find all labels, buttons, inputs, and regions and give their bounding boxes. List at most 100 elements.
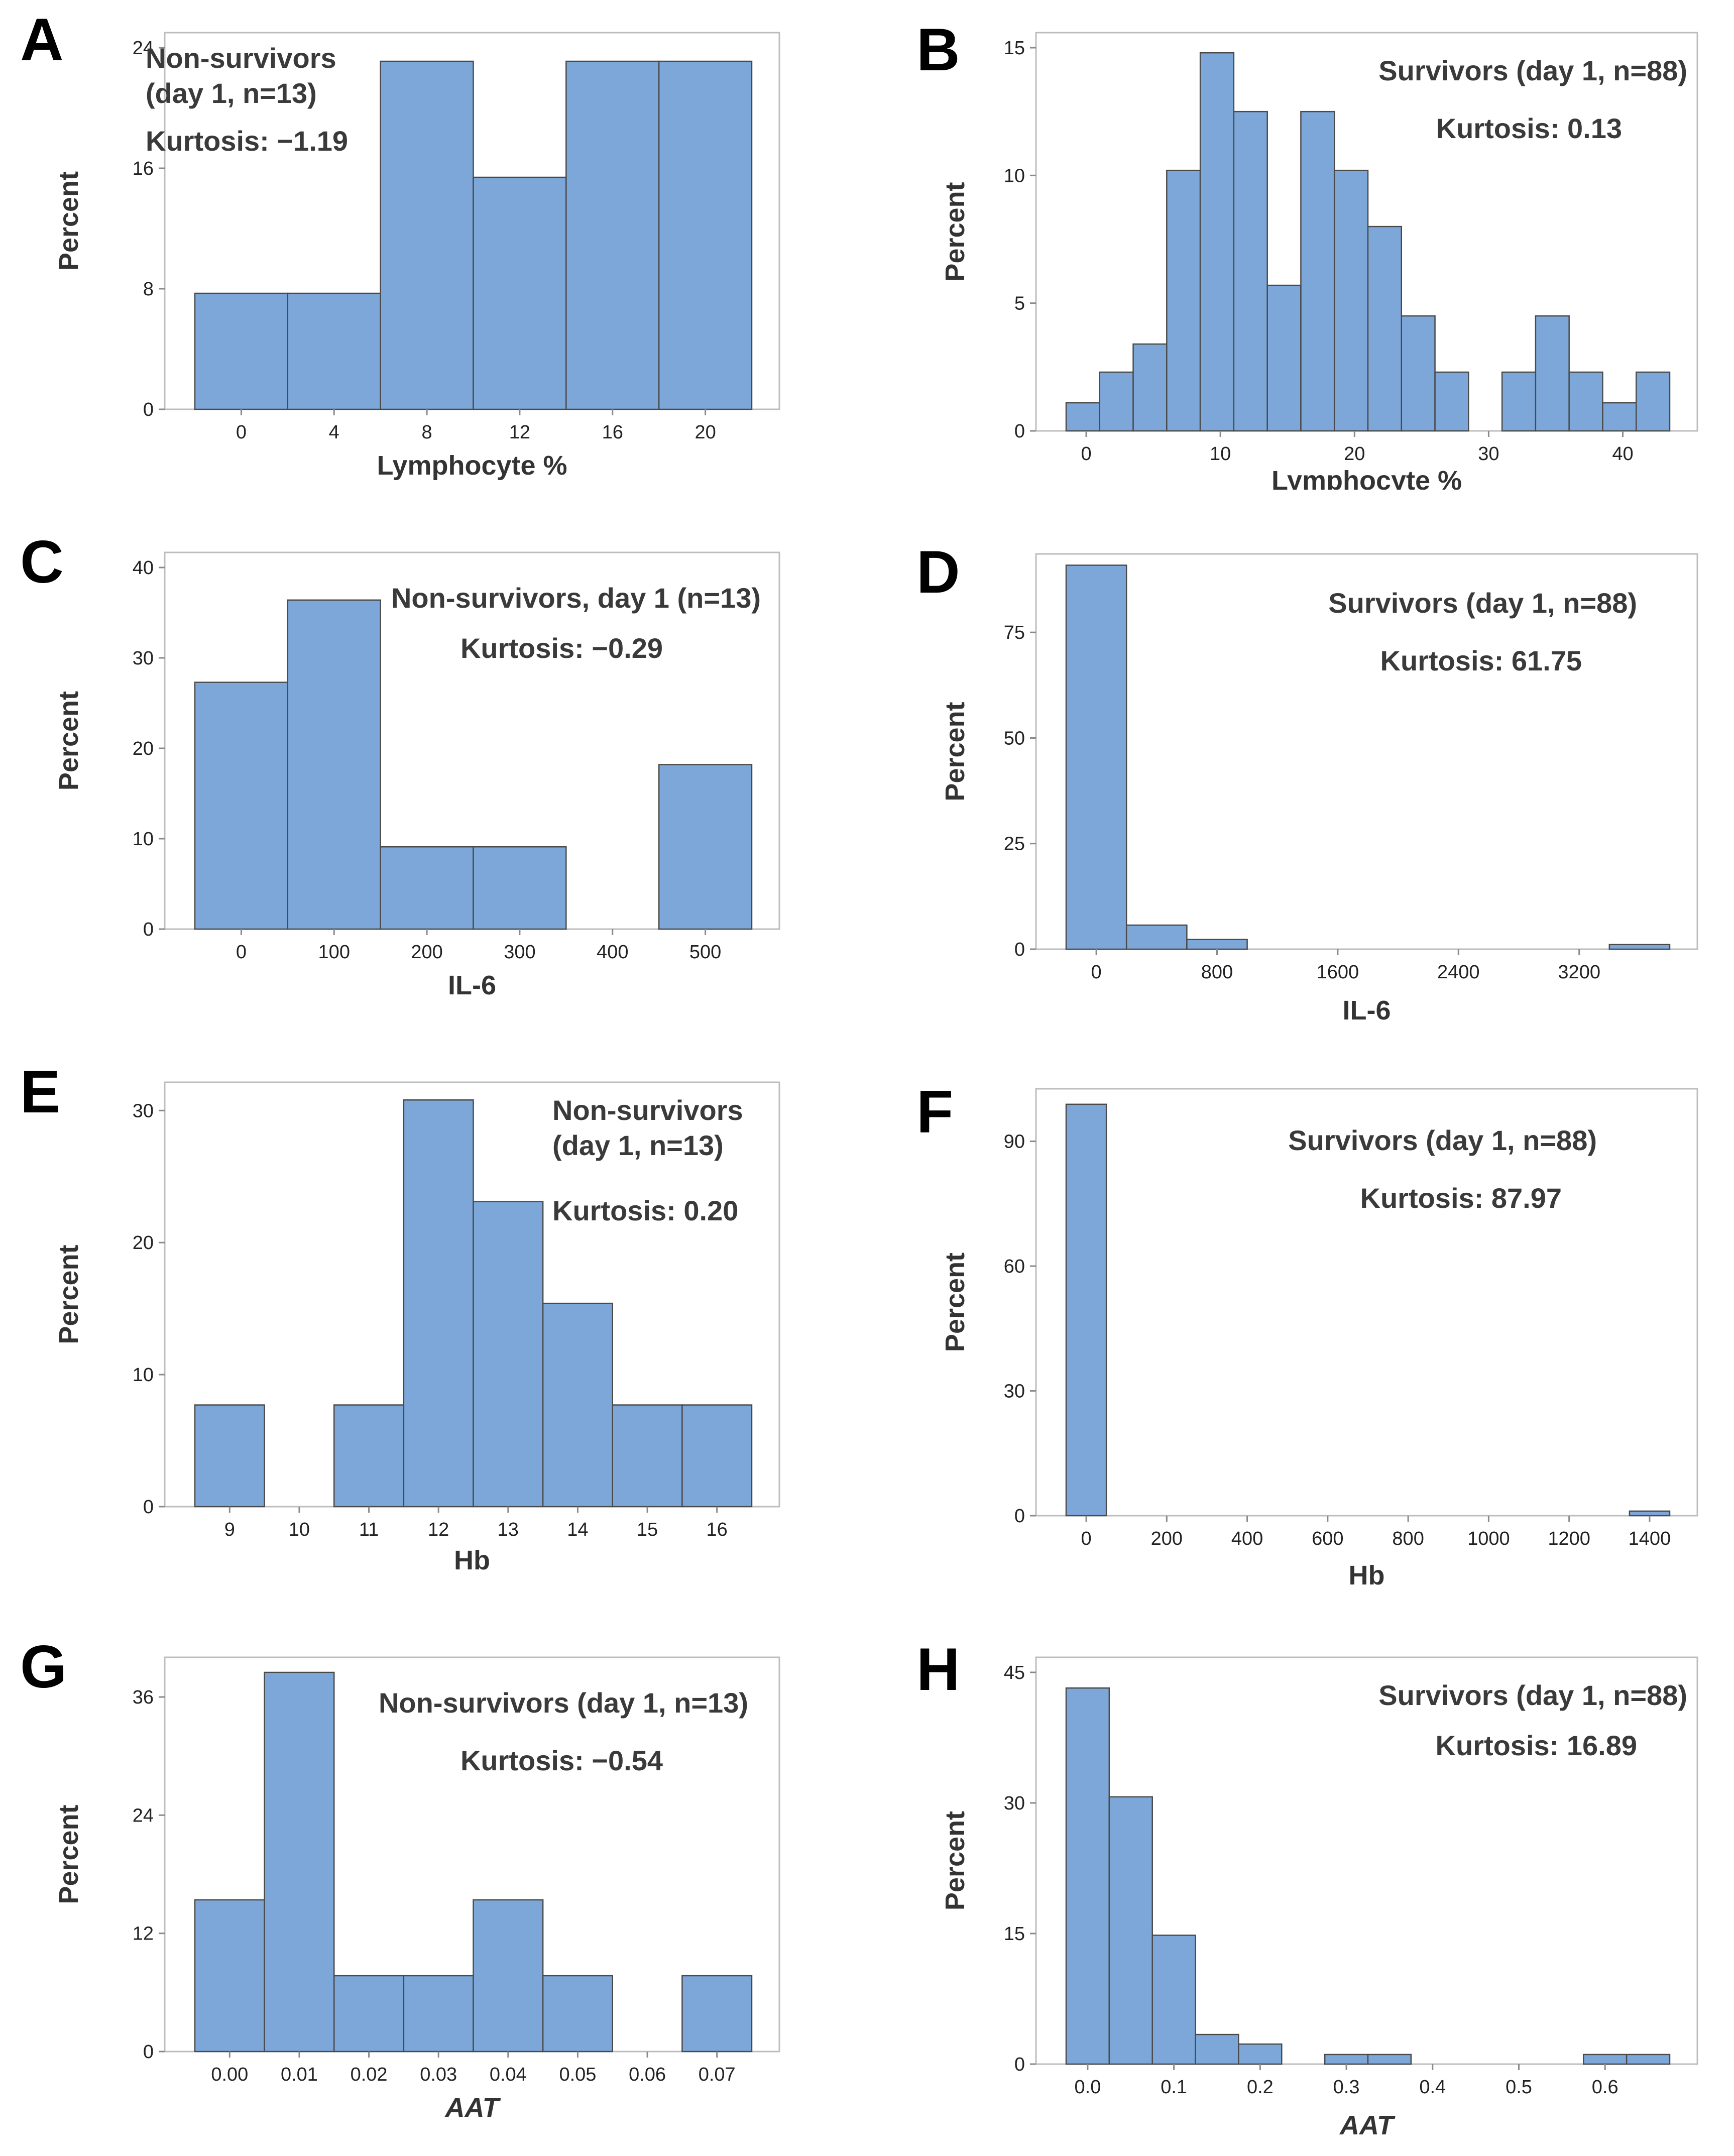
histogram-bar — [380, 846, 474, 930]
group-label: (day 1, n=13) — [552, 1129, 724, 1161]
x-tick-label: 400 — [597, 942, 628, 963]
histogram-bar — [194, 682, 289, 930]
panel-e: 0 10 20 30 9 10 11 12 13 14 15 16 Hb Percent Non-survi… — [20, 1058, 780, 1575]
x-tick-label: 0 — [1081, 1528, 1091, 1549]
y-axis-title: Percent — [940, 1811, 970, 1910]
kurtosis-label: Kurtosis: 87.97 — [1360, 1182, 1562, 1214]
x-axis-title: Hb — [454, 1545, 490, 1575]
x-tick-label: 1000 — [1467, 1528, 1510, 1549]
x-tick-label: 16 — [602, 422, 623, 443]
group-label: Non-survivors — [552, 1094, 743, 1126]
y-tick-label: 12 — [133, 1923, 154, 1945]
x-tick-label: 0.0 — [1075, 2077, 1101, 2098]
kurtosis-label: Kurtosis: −1.19 — [146, 125, 348, 157]
group-label: Survivors (day 1, n=88) — [1288, 1124, 1597, 1156]
x-tick-label: 3200 — [1558, 962, 1600, 983]
y-axis-title: Percent — [54, 171, 84, 271]
histogram-bar — [1324, 2054, 1369, 2065]
histogram-bar — [1583, 2054, 1628, 2065]
histogram-bar — [1233, 110, 1268, 432]
y-tick-label: 0 — [1014, 421, 1025, 442]
group-label: Non-survivors — [146, 42, 336, 74]
x-tick-label: 12 — [428, 1519, 449, 1540]
histogram-bar — [1132, 343, 1168, 432]
histogram-bar — [380, 60, 474, 410]
histogram-bar — [1065, 564, 1127, 950]
x-tick-label: 16 — [707, 1519, 728, 1540]
group-label: Survivors (day 1, n=88) — [1328, 587, 1637, 619]
x-tick-label: 200 — [1151, 1528, 1183, 1549]
kurtosis-label: Kurtosis: 0.13 — [1436, 112, 1622, 144]
x-tick-label: 1400 — [1629, 1528, 1671, 1549]
x-tick-label: 800 — [1392, 1528, 1424, 1549]
histogram-bar — [194, 292, 289, 410]
x-tick-label: 1200 — [1548, 1528, 1590, 1549]
x-tick-label: 600 — [1312, 1528, 1343, 1549]
histogram-bar — [1333, 169, 1369, 432]
histogram-bar — [565, 60, 660, 410]
x-axis-title: IL-6 — [1342, 995, 1391, 1026]
y-tick-label: 90 — [1004, 1131, 1025, 1153]
x-tick-label: 500 — [689, 942, 721, 963]
histogram-bar — [1608, 944, 1671, 950]
y-axis-title: Percent — [54, 1244, 84, 1344]
y-tick-label: 0 — [1014, 939, 1025, 960]
x-tick-label: 0.06 — [629, 2064, 666, 2085]
histogram-bar — [287, 292, 381, 410]
histogram-bar — [194, 1899, 265, 2053]
panel-letter: B — [916, 16, 960, 83]
histogram-bar — [1166, 169, 1201, 432]
histogram-bar — [658, 60, 753, 410]
y-tick-label: 10 — [133, 829, 154, 850]
y-tick-label: 50 — [1004, 728, 1025, 749]
y-tick-label: 16 — [133, 158, 154, 179]
panel-letter: D — [916, 538, 960, 606]
kurtosis-label: Kurtosis: −0.29 — [460, 632, 663, 664]
y-tick-label: 15 — [1004, 38, 1025, 59]
group-label: Non-survivors, day 1 (n=13) — [391, 582, 761, 614]
histogram-bar — [1099, 371, 1134, 432]
x-tick-label: 0.02 — [351, 2064, 388, 2085]
y-tick-label: 30 — [1004, 1793, 1025, 1814]
histogram-bar — [403, 1975, 474, 2053]
x-tick-label: 200 — [411, 942, 442, 963]
x-tick-label: 40 — [1612, 443, 1633, 465]
y-axis-title: Percent — [940, 702, 970, 801]
x-tick-label: 0.2 — [1247, 2077, 1274, 2098]
x-tick-label: 20 — [695, 422, 716, 443]
x-tick-label: 0 — [236, 942, 247, 963]
histogram-bar — [473, 1899, 544, 2053]
x-tick-label: 0 — [1091, 962, 1102, 983]
histogram-bar — [1195, 2033, 1239, 2065]
x-tick-label: 0 — [236, 422, 247, 443]
x-tick-label: 10 — [289, 1519, 310, 1540]
y-tick-label: 25 — [1004, 834, 1025, 855]
histogram-bar — [473, 846, 567, 930]
x-tick-label: 0.05 — [559, 2064, 596, 2085]
x-tick-label: 0.04 — [490, 2064, 527, 2085]
group-label: Survivors (day 1, n=88) — [1378, 1679, 1687, 1711]
histogram-bar — [287, 599, 381, 930]
x-tick-label: 15 — [637, 1519, 658, 1540]
y-tick-label: 20 — [133, 738, 154, 759]
panel-a: 0 8 16 24 0 4 8 12 16 20 Lymphocyte % Percent Non-su… — [20, 6, 780, 481]
histogram-bar — [1629, 1510, 1671, 1517]
histogram-bar — [1108, 1796, 1153, 2065]
panel-h: 0 15 30 45 0.0 0.1 0.2 0.3 0.4 0.5 0.6 AAT Percent Su… — [916, 1636, 1698, 2140]
x-tick-label: 0.01 — [281, 2064, 318, 2085]
x-axis-title: AAT — [1339, 2110, 1396, 2140]
y-tick-label: 36 — [133, 1687, 154, 1708]
y-tick-label: 24 — [133, 38, 154, 59]
histogram-bar — [1626, 2054, 1671, 2065]
x-tick-label: 13 — [498, 1519, 519, 1540]
group-label: (day 1, n=13) — [146, 77, 317, 109]
x-tick-label: 10 — [1210, 443, 1231, 465]
x-tick-label: 0 — [1081, 443, 1091, 465]
x-tick-label: 0.03 — [420, 2064, 457, 2085]
x-tick-label: 4 — [329, 422, 339, 443]
panel-f: 0 30 60 90 0 200 400 600 800 1000 1200 1400 Hb Percen… — [916, 1078, 1698, 1591]
y-tick-label: 0 — [1014, 1506, 1025, 1527]
